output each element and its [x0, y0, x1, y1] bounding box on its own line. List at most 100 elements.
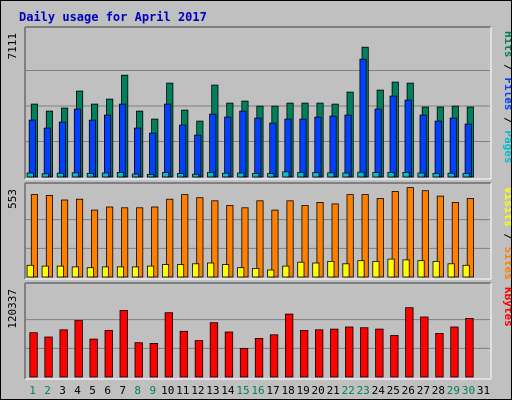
bar-sites-day-14	[222, 264, 230, 278]
bar-pages-day-11	[176, 173, 185, 178]
bar-visits-day-4	[76, 198, 84, 278]
bar-visits-day-29	[451, 201, 459, 278]
bar-files-day-18	[284, 118, 292, 178]
bar-kbytes-day-4	[74, 320, 83, 378]
bar-sites-day-19	[297, 261, 305, 278]
chart-title: Daily usage for April 2017	[19, 10, 207, 24]
bar-files-day-27	[419, 114, 427, 178]
x-tick-label: 4	[74, 384, 81, 397]
x-tick-label: 12	[191, 384, 204, 397]
bar-files-day-28	[434, 120, 442, 178]
bar-kbytes-day-23	[360, 327, 369, 378]
bar-pages-day-16	[252, 172, 260, 178]
bar-kbytes-day-26	[405, 307, 414, 378]
bar-sites-day-30	[462, 264, 470, 278]
series-legend: Visits / Sites	[502, 187, 511, 280]
bar-visits-day-14	[226, 205, 234, 278]
x-tick-label: 30	[462, 384, 475, 397]
bar-kbytes-day-25	[390, 335, 399, 378]
bar-files-day-10	[164, 103, 172, 178]
bar-files-day-6	[104, 114, 112, 178]
x-tick-label: 19	[296, 384, 309, 397]
bar-sites-day-9	[146, 265, 155, 278]
bar-kbytes-day-5	[89, 338, 98, 378]
bar-kbytes-day-11	[179, 330, 189, 378]
bar-pages-day-9	[146, 173, 155, 178]
bar-pages-day-27	[417, 172, 425, 178]
bar-files-day-2	[43, 127, 51, 178]
bar-visits-day-19	[301, 205, 309, 278]
bar-pages-day-10	[161, 172, 170, 178]
x-tick-label: 8	[134, 384, 141, 397]
bar-sites-day-1	[26, 264, 34, 278]
bar-sites-day-2	[41, 265, 49, 278]
x-tick-label: 1	[29, 384, 36, 397]
bar-sites-day-20	[312, 262, 320, 278]
bar-sites-day-6	[101, 266, 110, 278]
bar-sites-day-13	[207, 262, 215, 278]
bar-sites-day-22	[342, 263, 350, 278]
bar-visits-day-13	[211, 200, 219, 278]
bar-files-day-21	[329, 115, 337, 178]
y-max-label: 120337	[6, 289, 19, 329]
x-tick-label: 5	[89, 384, 96, 397]
bar-sites-day-27	[417, 260, 425, 278]
bar-pages-day-2	[41, 173, 49, 178]
bar-visits-day-24	[376, 198, 384, 278]
bar-visits-day-5	[91, 209, 99, 278]
bar-pages-day-28	[432, 172, 440, 178]
x-tick-label: 3	[59, 384, 66, 397]
bar-pages-day-26	[402, 171, 410, 178]
bar-kbytes-day-13	[209, 322, 219, 378]
bar-sites-day-18	[282, 265, 290, 278]
x-tick-label: 27	[417, 384, 430, 397]
bar-files-day-12	[194, 134, 202, 178]
bar-kbytes-day-19	[299, 330, 309, 378]
legend-part: Visits	[502, 187, 511, 227]
x-tick-label: 6	[104, 384, 111, 397]
bar-files-day-4	[73, 108, 82, 178]
x-tick-label: 15	[236, 384, 249, 397]
bar-pages-day-25	[387, 171, 395, 178]
bar-pages-day-23	[357, 171, 365, 178]
bar-files-day-23	[359, 58, 367, 178]
bar-files-day-9	[149, 132, 157, 178]
bar-visits-day-17	[271, 209, 279, 278]
legend-part: Pages	[502, 130, 511, 163]
bar-visits-day-1	[30, 194, 38, 278]
bar-kbytes-day-21	[330, 328, 339, 378]
bar-visits-day-2	[45, 194, 53, 278]
bar-kbytes-day-30	[465, 317, 474, 378]
legend-part: /	[502, 111, 511, 131]
bar-pages-day-22	[342, 172, 350, 178]
bar-visits-day-11	[181, 194, 189, 278]
bar-pages-day-30	[462, 173, 470, 178]
bar-kbytes-day-9	[149, 342, 159, 378]
bar-kbytes-day-7	[119, 310, 128, 378]
bar-kbytes-day-29	[450, 326, 459, 378]
bar-sites-day-24	[372, 260, 380, 278]
bar-pages-day-8	[131, 173, 140, 178]
bar-sites-day-29	[447, 263, 455, 278]
x-tick-label: 22	[342, 384, 355, 397]
bar-files-day-11	[179, 124, 187, 178]
bar-visits-day-21	[331, 203, 339, 278]
bar-files-day-1	[28, 119, 36, 178]
bar-kbytes-day-24	[375, 328, 384, 378]
bar-sites-day-5	[86, 267, 94, 278]
bar-visits-day-27	[421, 190, 429, 278]
x-tick-label: 13	[206, 384, 219, 397]
bar-kbytes-day-1	[29, 332, 38, 378]
series-legend: Hits / Files / Pages	[502, 31, 511, 164]
bar-visits-day-28	[436, 195, 444, 278]
x-tick-label: 29	[447, 384, 460, 397]
bar-visits-day-25	[391, 191, 399, 278]
legend-part: Sites	[502, 247, 511, 280]
bar-sites-day-8	[131, 266, 140, 278]
x-tick-label: 28	[432, 384, 445, 397]
bar-sites-day-12	[192, 263, 200, 278]
bar-sites-day-7	[116, 266, 125, 278]
bar-files-day-13	[209, 113, 217, 178]
